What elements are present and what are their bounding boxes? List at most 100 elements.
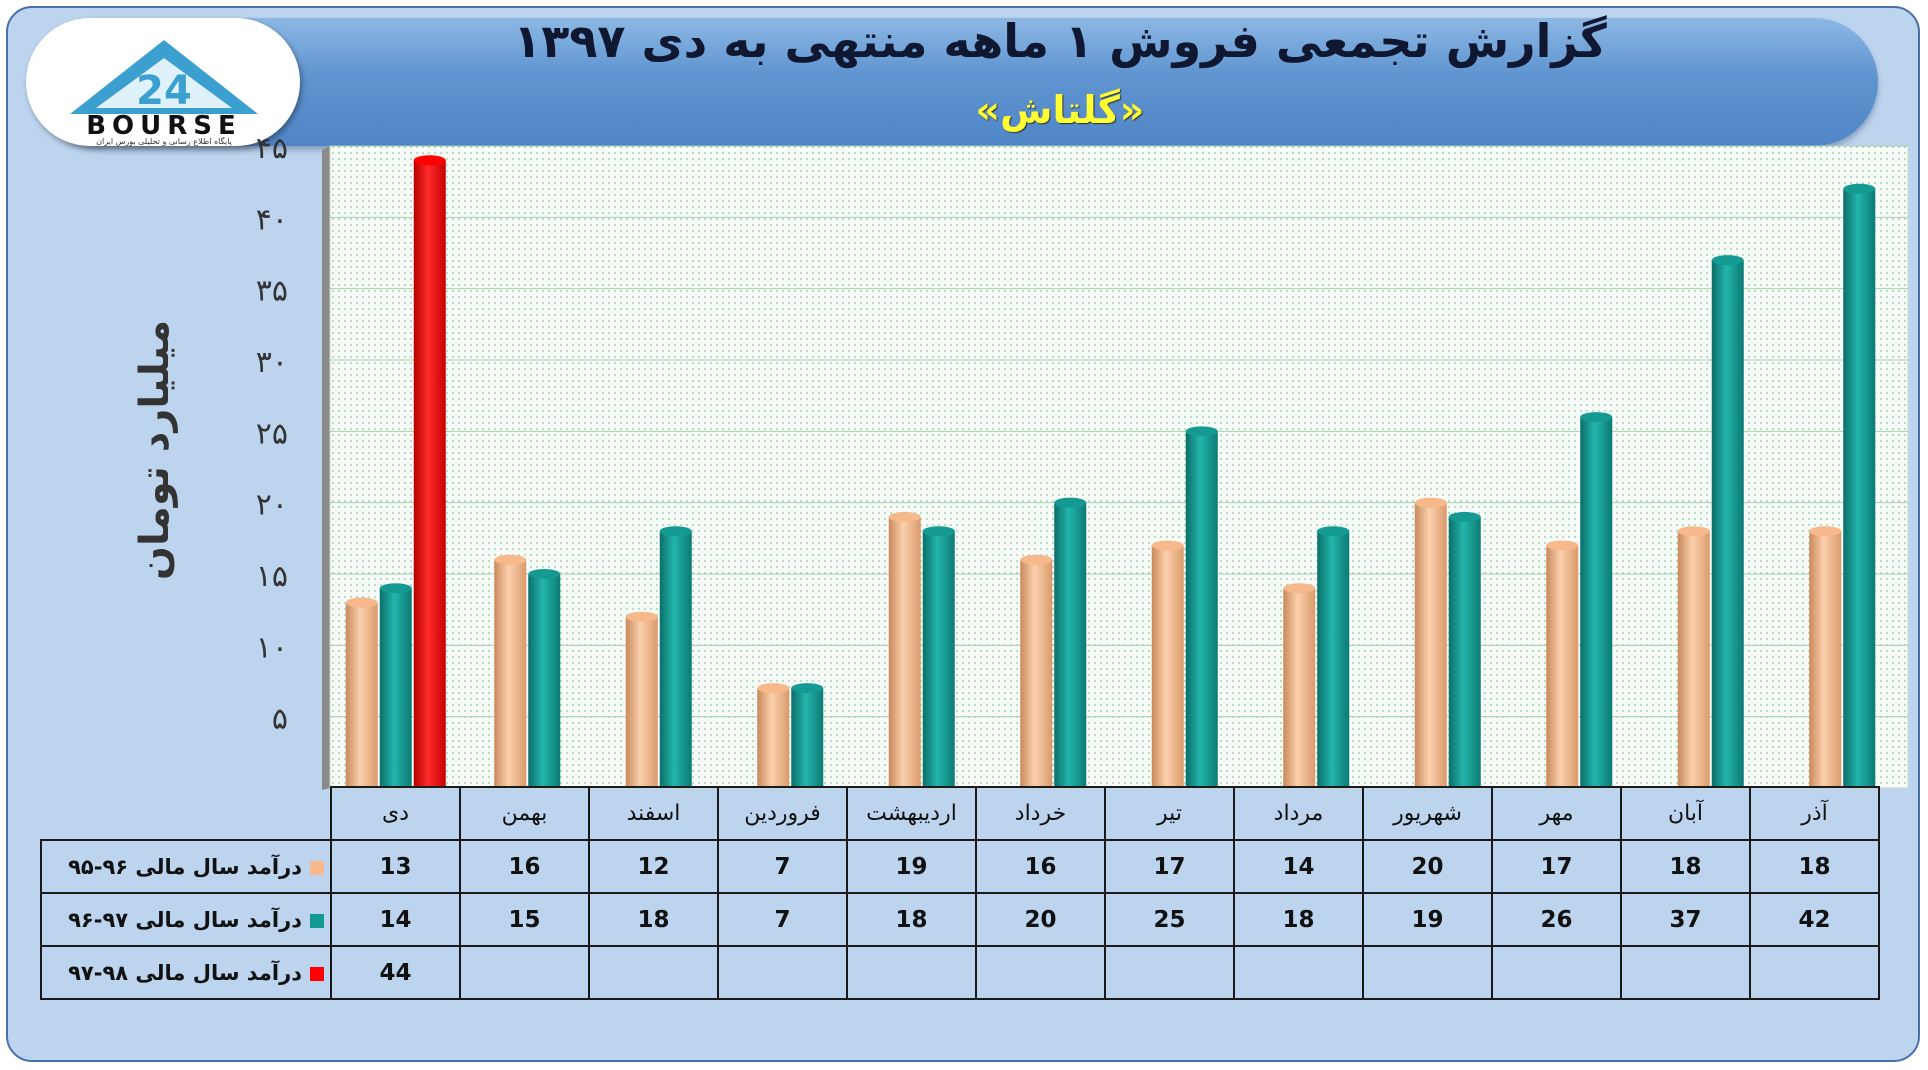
- bar: [1151, 540, 1184, 788]
- data-label: 19: [1362, 892, 1493, 947]
- bar-body: [1843, 188, 1876, 789]
- bar-body: [1711, 260, 1744, 789]
- data-table: دی بهمن اسفند فروردین اردیبهشت خرداد تیر مرداد ش…: [40, 786, 1880, 1000]
- table-row: درآمد سال مالی ۹۶-۹۵ 13 16 12 7 19 16 17 14 20 17 1…: [40, 839, 1880, 894]
- bar: [1283, 583, 1316, 788]
- data-label: 19: [846, 839, 977, 894]
- bar-body: [1414, 502, 1447, 788]
- data-label: 7: [717, 892, 848, 947]
- data-label: 37: [1620, 892, 1751, 947]
- data-label: [717, 945, 848, 1000]
- bar-body: [1809, 531, 1842, 788]
- bar: [1677, 526, 1710, 788]
- data-label: 18: [1749, 839, 1880, 894]
- bar: [625, 611, 658, 788]
- bar-body: [791, 688, 824, 788]
- logo-text: BOURSE: [86, 111, 242, 141]
- data-label: 42: [1749, 892, 1880, 947]
- bar-cap: [1711, 255, 1744, 266]
- bar: [1448, 511, 1481, 788]
- bar-body: [413, 160, 446, 788]
- legend-label: درآمد سال مالی ۹۶-۹۵: [68, 854, 302, 879]
- data-label: [1620, 945, 1751, 1000]
- category-label: بهمن: [459, 786, 590, 841]
- y-tick-label: ۳۵: [256, 274, 288, 309]
- bar: [659, 526, 692, 788]
- legend-entry: درآمد سال مالی ۹۸-۹۷: [40, 945, 332, 1000]
- bar-cap: [345, 597, 378, 608]
- plot-side-wall: [322, 146, 330, 790]
- y-tick-label: ۵: [272, 702, 288, 737]
- title-banner: [36, 18, 1878, 146]
- bar-cap: [494, 554, 527, 565]
- bar-body: [345, 602, 378, 788]
- bar-body: [1317, 531, 1350, 788]
- legend-swatch: [310, 966, 324, 981]
- bar-body: [1546, 545, 1579, 788]
- bar-body: [659, 531, 692, 788]
- bar-body: [888, 516, 921, 788]
- bar-chart: ۵ ۱۰ ۱۵ ۲۰ ۲۵ ۳۰ ۳۵ ۴۰ ۴۵: [256, 131, 1909, 790]
- bar-cap: [528, 569, 561, 579]
- bar: [528, 569, 561, 788]
- bar: [757, 683, 790, 788]
- bar: [1711, 255, 1744, 789]
- data-label: 16: [975, 839, 1106, 894]
- data-label: [459, 945, 590, 1000]
- bars: [345, 155, 1876, 789]
- bar-cap: [1317, 526, 1350, 537]
- bar-cap: [922, 526, 955, 537]
- data-label: 13: [330, 839, 461, 894]
- category-label: اسفند: [588, 786, 719, 841]
- bar-body: [1448, 516, 1481, 788]
- logo-tagline: پایگاه اطلاع رسانی و تحلیلی بورس ایران: [96, 136, 232, 146]
- data-label: 18: [1233, 892, 1364, 947]
- data-label: [1233, 945, 1364, 1000]
- data-label: 7: [717, 839, 848, 894]
- bar-body: [379, 588, 412, 788]
- data-label: [1749, 945, 1880, 1000]
- bar-body: [1185, 431, 1218, 788]
- data-label: 18: [846, 892, 977, 947]
- y-tick-label: ۳۰: [256, 345, 288, 380]
- bar: [1054, 497, 1087, 788]
- data-label: 14: [1233, 839, 1364, 894]
- bar-cap: [1546, 540, 1579, 551]
- category-label: شهریور: [1362, 786, 1493, 841]
- bar-body: [1151, 545, 1184, 788]
- data-label: [1491, 945, 1622, 1000]
- category-label: آذر: [1749, 786, 1880, 841]
- chart-title: گزارش تجمعی فروش ۱ ماهه منتهی به دی ۱۳۹۷: [513, 14, 1607, 68]
- bar: [1020, 554, 1053, 788]
- bar-body: [1677, 531, 1710, 788]
- legend-label: درآمد سال مالی ۹۷-۹۶: [68, 907, 302, 932]
- data-label: [975, 945, 1106, 1000]
- bar-cap: [379, 583, 412, 594]
- bar: [1317, 526, 1350, 788]
- bar-body: [922, 531, 955, 788]
- data-label: 17: [1104, 839, 1235, 894]
- y-tick-label: ۲۵: [256, 416, 288, 451]
- category-label: مرداد: [1233, 786, 1364, 841]
- bar-cap: [888, 511, 921, 522]
- legend-entry: درآمد سال مالی ۹۷-۹۶: [40, 892, 332, 947]
- chart-subtitle: «گلتاش»: [975, 88, 1145, 132]
- bar: [413, 155, 446, 788]
- bar: [1843, 183, 1876, 789]
- data-label: 18: [588, 892, 719, 947]
- bar-cap: [625, 611, 658, 622]
- bar-body: [528, 574, 561, 788]
- category-label: مهر: [1491, 786, 1622, 841]
- bar: [791, 683, 824, 788]
- bar-cap: [1677, 526, 1710, 537]
- plot-area: [329, 145, 1909, 789]
- bar-body: [1020, 559, 1053, 788]
- bar-body: [494, 559, 527, 788]
- legend-swatch: [310, 913, 324, 928]
- bar: [379, 583, 412, 788]
- y-tick-label: ۱۵: [256, 559, 288, 594]
- bar-cap: [791, 683, 824, 694]
- data-label: [1104, 945, 1235, 1000]
- data-label: [1362, 945, 1493, 1000]
- bar: [922, 526, 955, 788]
